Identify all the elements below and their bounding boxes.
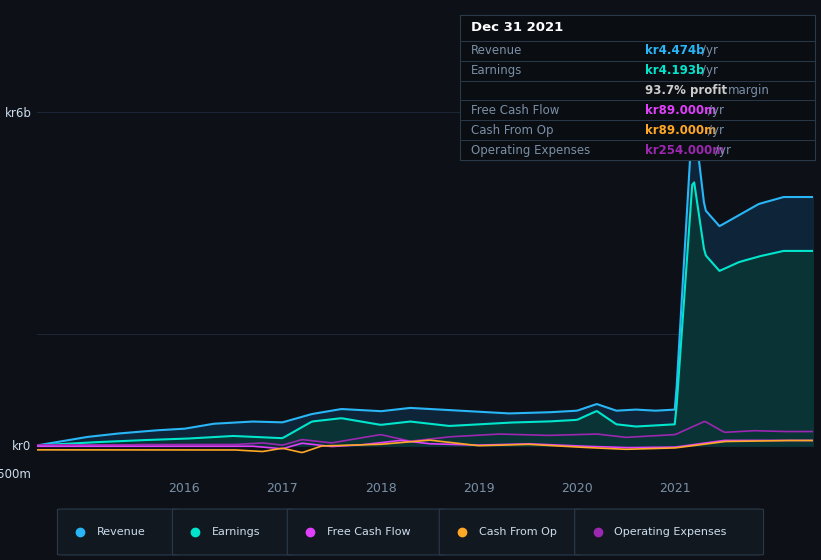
FancyBboxPatch shape [57, 509, 181, 555]
Text: /yr: /yr [702, 44, 718, 57]
Text: kr4.474b: kr4.474b [644, 44, 709, 57]
Text: /yr: /yr [715, 143, 731, 157]
FancyBboxPatch shape [287, 509, 447, 555]
Text: Cash From Op: Cash From Op [470, 124, 553, 137]
Text: margin: margin [727, 84, 769, 97]
Text: kr254.000m: kr254.000m [644, 143, 728, 157]
Text: Operating Expenses: Operating Expenses [470, 143, 590, 157]
Text: kr89.000m: kr89.000m [644, 104, 720, 117]
Text: /yr: /yr [709, 124, 724, 137]
FancyBboxPatch shape [172, 509, 296, 555]
Text: Cash From Op: Cash From Op [479, 527, 557, 537]
Text: /yr: /yr [709, 104, 724, 117]
Text: Revenue: Revenue [97, 527, 145, 537]
Text: kr89.000m: kr89.000m [644, 124, 720, 137]
Text: Free Cash Flow: Free Cash Flow [327, 527, 410, 537]
FancyBboxPatch shape [575, 509, 764, 555]
Text: Revenue: Revenue [470, 44, 522, 57]
Text: kr4.193b: kr4.193b [644, 64, 708, 77]
Text: Earnings: Earnings [470, 64, 522, 77]
Text: 93.7% profit: 93.7% profit [644, 84, 731, 97]
Text: Earnings: Earnings [212, 527, 260, 537]
Text: Dec 31 2021: Dec 31 2021 [470, 21, 563, 34]
FancyBboxPatch shape [439, 509, 583, 555]
Text: Free Cash Flow: Free Cash Flow [470, 104, 559, 117]
Text: /yr: /yr [702, 64, 718, 77]
Text: Operating Expenses: Operating Expenses [614, 527, 727, 537]
